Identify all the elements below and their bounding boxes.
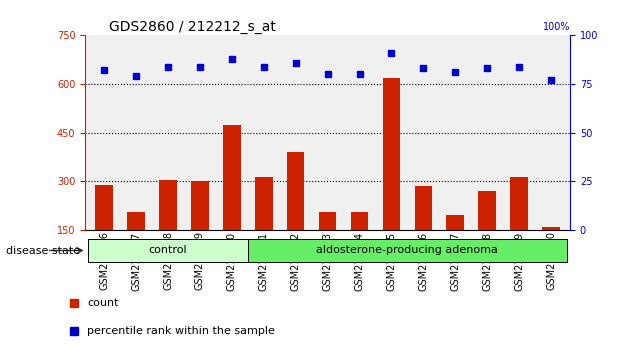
Bar — [542, 227, 560, 230]
Bar — [351, 212, 369, 230]
Text: disease state: disease state — [6, 246, 81, 256]
Text: percentile rank within the sample: percentile rank within the sample — [87, 326, 275, 336]
Bar — [255, 177, 273, 230]
Text: 100%: 100% — [542, 22, 570, 32]
Bar — [287, 152, 304, 230]
Text: count: count — [87, 298, 118, 308]
Text: aldosterone-producing adenoma: aldosterone-producing adenoma — [316, 245, 498, 256]
Bar — [95, 185, 113, 230]
Bar — [159, 180, 177, 230]
Text: control: control — [149, 245, 187, 256]
FancyBboxPatch shape — [248, 239, 567, 262]
Bar — [223, 125, 241, 230]
Bar — [510, 177, 528, 230]
FancyBboxPatch shape — [88, 239, 248, 262]
Bar — [382, 78, 400, 230]
Bar — [415, 186, 432, 230]
Bar — [478, 191, 496, 230]
Bar — [191, 181, 209, 230]
Text: GDS2860 / 212212_s_at: GDS2860 / 212212_s_at — [110, 21, 276, 34]
Bar — [127, 212, 145, 230]
Bar — [319, 212, 336, 230]
Bar — [447, 216, 464, 230]
